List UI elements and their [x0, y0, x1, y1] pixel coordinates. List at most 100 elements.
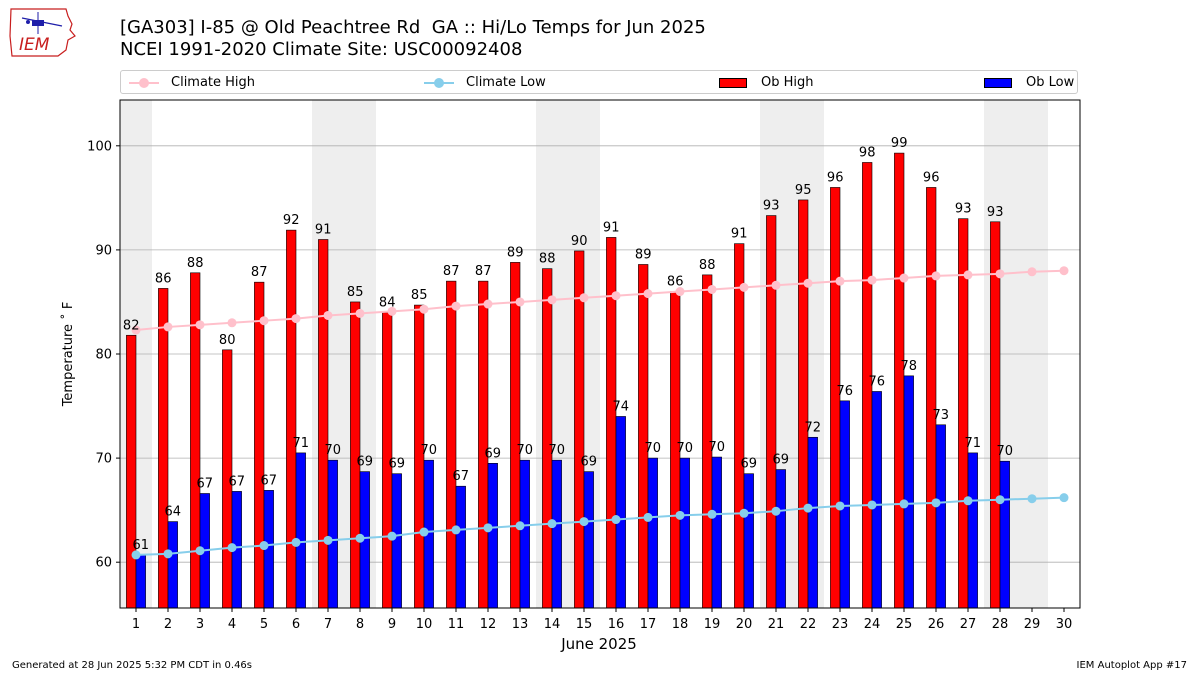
climate-high-point: [675, 287, 685, 297]
ob-high-label: 85: [411, 288, 428, 303]
legend-swatch-climate-low: [424, 76, 454, 90]
climate-high-point: [323, 310, 333, 320]
climate-high-point: [419, 304, 429, 314]
ob-high-bar: [318, 239, 329, 609]
ob-high-label: 89: [635, 247, 652, 262]
ob-high-label: 98: [859, 145, 876, 160]
x-tick-label: 16: [608, 617, 625, 632]
ob-high-bar: [990, 221, 1001, 609]
legend-label-climate-high: Climate High: [171, 75, 256, 90]
ob-low-label: 69: [741, 457, 758, 472]
climate-high-point: [707, 284, 717, 294]
x-tick-label: 13: [512, 617, 529, 632]
ob-low-label: 74: [613, 399, 630, 414]
climate-high-point: [963, 270, 973, 280]
ob-low-label: 70: [997, 444, 1014, 459]
climate-low-point: [1027, 494, 1037, 504]
legend-label-climate-low: Climate Low: [466, 75, 546, 90]
ob-high-label: 89: [507, 245, 524, 260]
ob-low-label: 73: [933, 408, 950, 423]
x-tick-label: 24: [864, 617, 881, 632]
ob-low-label: 70: [549, 443, 566, 458]
ob-high-bar: [446, 280, 457, 609]
climate-high-point: [995, 269, 1005, 279]
ob-high-bar: [254, 281, 265, 609]
ob-high-label: 88: [187, 256, 204, 271]
ob-low-label: 70: [677, 441, 694, 456]
ob-low-label: 70: [517, 443, 534, 458]
ob-high-label: 87: [251, 265, 268, 280]
ob-low-label: 70: [645, 441, 662, 456]
chart-subtitle: NCEI 1991-2020 Climate Site: USC00092408: [120, 39, 523, 60]
x-tick-label: 20: [736, 617, 753, 632]
x-tick-label: 14: [544, 617, 561, 632]
x-tick-label: 27: [960, 617, 977, 632]
x-tick-label: 11: [448, 617, 465, 632]
x-tick-label: 4: [228, 617, 236, 632]
y-tick-label: 60: [95, 556, 112, 571]
climate-high-point: [1027, 267, 1037, 277]
climate-low-point: [931, 498, 941, 508]
climate-high-point: [899, 273, 909, 283]
climate-high-point: [579, 293, 589, 303]
ob-low-bar: [967, 452, 978, 609]
ob-low-bar: [871, 391, 882, 609]
climate-high-point: [931, 271, 941, 281]
climate-high-point: [643, 289, 653, 299]
ob-low-label: 67: [229, 474, 246, 489]
ob-low-label: 70: [709, 440, 726, 455]
ob-high-label: 82: [123, 318, 140, 333]
climate-high-point: [195, 320, 205, 330]
climate-low-point: [355, 533, 365, 543]
ob-high-bar: [126, 334, 137, 609]
climate-high-point: [451, 301, 461, 311]
climate-high-point: [163, 322, 173, 332]
climate-high-point: [515, 297, 525, 307]
ob-high-bar: [158, 288, 169, 609]
climate-low-point: [259, 541, 269, 551]
ob-low-label: 69: [357, 455, 374, 470]
ob-low-label: 70: [421, 443, 438, 458]
ob-high-label: 88: [539, 252, 556, 267]
legend-swatch-ob-low: [984, 76, 1014, 90]
ob-low-bar: [583, 471, 594, 609]
climate-high-point: [611, 291, 621, 301]
plot-frame: [119, 99, 1081, 609]
ob-high-label: 96: [827, 170, 844, 185]
ob-high-label: 93: [955, 202, 972, 217]
y-tick-label: 90: [95, 243, 112, 258]
ob-low-bar: [647, 457, 658, 609]
ob-high-label: 96: [923, 170, 940, 185]
ob-low-label: 69: [389, 457, 406, 472]
ob-high-bar: [638, 264, 649, 609]
climate-low-point: [995, 495, 1005, 505]
ob-high-label: 85: [347, 285, 364, 300]
x-tick-label: 17: [640, 617, 657, 632]
ob-low-bar: [615, 416, 626, 609]
x-tick-label: 25: [896, 617, 913, 632]
y-axis-label: Temperature ˚ F: [60, 302, 76, 408]
ob-low-bar: [711, 456, 722, 609]
climate-low-point: [291, 537, 301, 547]
ob-high-bar: [766, 215, 777, 609]
chart-legend: Climate High Climate Low Ob High Ob Low: [120, 70, 1078, 94]
x-tick-label: 15: [576, 617, 593, 632]
ob-low-bar: [455, 485, 466, 609]
climate-low-point: [675, 510, 685, 520]
climate-high-point: [259, 316, 269, 326]
x-tick-label: 6: [292, 617, 300, 632]
ob-high-label: 86: [667, 275, 684, 290]
x-tick-label: 2: [164, 617, 172, 632]
climate-high-point: [867, 275, 877, 285]
ob-high-label: 86: [155, 271, 172, 286]
footer-generated: Generated at 28 Jun 2025 5:32 PM CDT in …: [12, 660, 253, 671]
ob-high-bar: [286, 229, 297, 609]
x-tick-label: 23: [832, 617, 849, 632]
ob-high-bar: [926, 187, 937, 609]
ob-high-label: 84: [379, 295, 396, 310]
logo-text: IEM: [19, 35, 50, 55]
legend-item-ob-high: Ob High: [719, 74, 814, 91]
ob-low-bar: [487, 463, 498, 609]
ob-low-label: 67: [453, 469, 470, 484]
legend-label-ob-low: Ob Low: [1026, 75, 1075, 90]
